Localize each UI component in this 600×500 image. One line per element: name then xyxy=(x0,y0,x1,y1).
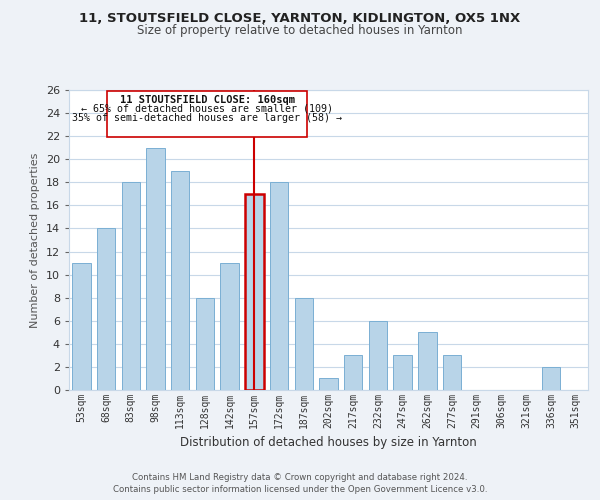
Bar xyxy=(146,148,165,390)
Bar xyxy=(295,298,313,390)
Bar xyxy=(220,263,239,390)
Text: 35% of semi-detached houses are larger (58) →: 35% of semi-detached houses are larger (… xyxy=(73,113,343,123)
Y-axis label: Number of detached properties: Number of detached properties xyxy=(30,152,40,328)
Bar xyxy=(171,171,190,390)
Text: Contains public sector information licensed under the Open Government Licence v3: Contains public sector information licen… xyxy=(113,485,487,494)
Text: 11 STOUTSFIELD CLOSE: 160sqm: 11 STOUTSFIELD CLOSE: 160sqm xyxy=(120,94,295,104)
Bar xyxy=(196,298,214,390)
Bar xyxy=(368,321,387,390)
Bar xyxy=(270,182,289,390)
Bar xyxy=(394,356,412,390)
X-axis label: Distribution of detached houses by size in Yarnton: Distribution of detached houses by size … xyxy=(180,436,477,450)
Text: Contains HM Land Registry data © Crown copyright and database right 2024.: Contains HM Land Registry data © Crown c… xyxy=(132,472,468,482)
Bar xyxy=(418,332,437,390)
Bar xyxy=(245,194,263,390)
Bar xyxy=(107,91,307,138)
Bar xyxy=(97,228,115,390)
Bar xyxy=(72,263,91,390)
Bar xyxy=(344,356,362,390)
Text: Size of property relative to detached houses in Yarnton: Size of property relative to detached ho… xyxy=(137,24,463,37)
Bar xyxy=(443,356,461,390)
Text: ← 65% of detached houses are smaller (109): ← 65% of detached houses are smaller (10… xyxy=(82,104,334,114)
Text: 11, STOUTSFIELD CLOSE, YARNTON, KIDLINGTON, OX5 1NX: 11, STOUTSFIELD CLOSE, YARNTON, KIDLINGT… xyxy=(79,12,521,26)
Bar xyxy=(319,378,338,390)
Bar xyxy=(542,367,560,390)
Bar xyxy=(122,182,140,390)
